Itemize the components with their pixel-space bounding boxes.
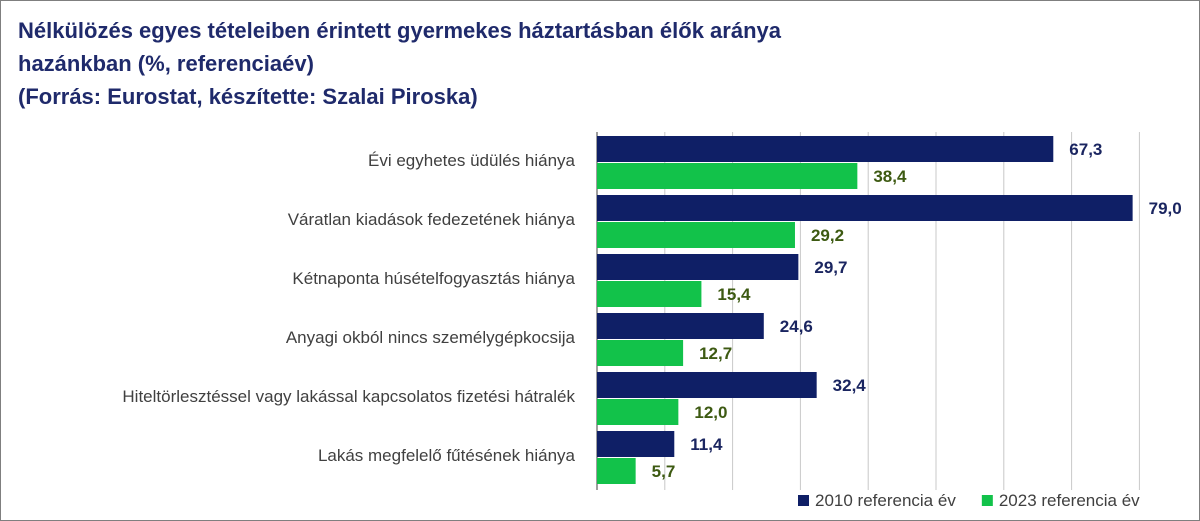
data-label: 24,6	[780, 317, 813, 336]
legend-label: 2023 referencia év	[999, 491, 1140, 510]
bar-2010	[597, 313, 764, 339]
bar-2010	[597, 195, 1133, 221]
bar-2010	[597, 136, 1054, 162]
chart-title-line-3: (Forrás: Eurostat, készítette: Szalai Pi…	[18, 84, 478, 109]
data-label: 38,4	[873, 167, 907, 186]
data-label: 32,4	[833, 376, 867, 395]
bar-2023	[597, 281, 702, 307]
category-label: Kétnaponta húsételfogyasztás hiánya	[292, 269, 575, 288]
data-label: 12,0	[694, 403, 727, 422]
bar-2023	[597, 458, 636, 484]
legend-swatch	[981, 495, 993, 506]
bar-2023	[597, 222, 795, 248]
chart-title-line-2: hazánkban (%, referenciaév)	[18, 51, 314, 76]
bar-2023	[597, 399, 679, 425]
data-label: 15,4	[717, 285, 751, 304]
bar-2010	[597, 254, 799, 280]
category-label: Évi egyhetes üdülés hiánya	[368, 151, 576, 170]
gridlines	[596, 132, 1140, 490]
category-label: Váratlan kiadások fedezetének hiánya	[288, 210, 576, 229]
bar-2010	[597, 431, 675, 457]
legend: 2010 referencia év 2023 referencia év	[798, 491, 1140, 510]
legend-swatch	[798, 495, 809, 506]
category-label: Lakás megfelelő fűtésének hiánya	[318, 446, 576, 465]
data-label: 29,7	[814, 258, 847, 277]
chart-title-line-1: Nélkülözés egyes tételeiben érintett gye…	[18, 18, 781, 43]
value-labels: 67,3 38,4 79,0 29,2 29,7 15,4 24,6 12,7 32,4 12,0…	[652, 140, 1182, 481]
category-label: Hiteltörlesztéssel vagy lakással kapcsol…	[122, 387, 575, 406]
category-labels: Évi egyhetes üdülés hiánya Váratlan kiadá…	[122, 151, 575, 465]
legend-label: 2010 referencia év	[815, 491, 956, 510]
data-label: 12,7	[699, 344, 732, 363]
chart-title: Nélkülözés egyes tételeiben érintett gye…	[18, 14, 1168, 113]
bar-2010	[597, 372, 817, 398]
data-label: 79,0	[1149, 199, 1182, 218]
category-label: Anyagi okból nincs személygépkocsija	[286, 328, 576, 347]
bar-2023	[597, 163, 858, 189]
data-label: 5,7	[652, 462, 676, 481]
bars	[597, 136, 1133, 484]
data-label: 29,2	[811, 226, 844, 245]
data-label: 67,3	[1069, 140, 1102, 159]
data-label: 11,4	[690, 435, 723, 454]
bar-2023	[597, 340, 684, 366]
